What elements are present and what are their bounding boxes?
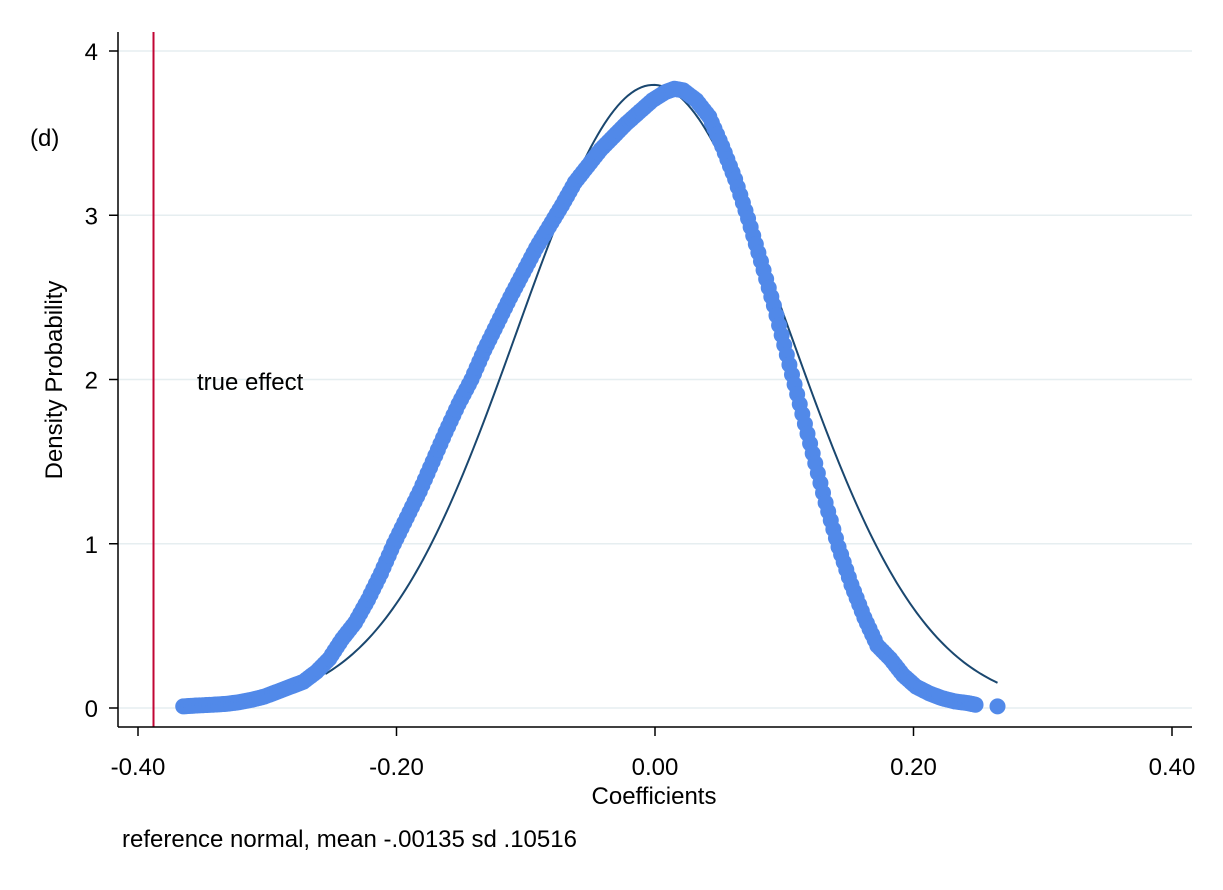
true-effect-label: true effect (197, 369, 304, 396)
panel-label: (d) (30, 125, 59, 152)
density-points (175, 80, 1006, 715)
chart-note: reference normal, mean -.00135 sd .10516 (122, 826, 577, 853)
y-axis-ticks: 0 1 2 3 4 (85, 39, 118, 723)
y-tick-label-2: 2 (85, 368, 98, 395)
reference-normal-curve (324, 83, 998, 684)
x-tick-label-3: 0.20 (890, 754, 937, 781)
x-tick-label-0: -0.40 (111, 754, 166, 781)
grid-lines (118, 50, 1192, 709)
y-tick-label-1: 1 (85, 532, 98, 559)
x-tick-label-1: -0.20 (369, 754, 424, 781)
density-point (989, 698, 1006, 715)
y-tick-label-4: 4 (85, 39, 98, 66)
y-tick-label-0: 0 (85, 696, 98, 723)
x-axis-title: Coefficients (592, 783, 717, 810)
x-axis-ticks: -0.40 -0.20 0.00 0.20 0.40 (111, 727, 1196, 781)
x-tick-label-4: 0.40 (1149, 754, 1196, 781)
density-point (967, 696, 984, 713)
y-axis-title: Density Probability (41, 281, 68, 480)
x-tick-label-2: 0.00 (632, 754, 679, 781)
reference-normal-layer (324, 83, 998, 684)
y-tick-label-3: 3 (85, 203, 98, 230)
